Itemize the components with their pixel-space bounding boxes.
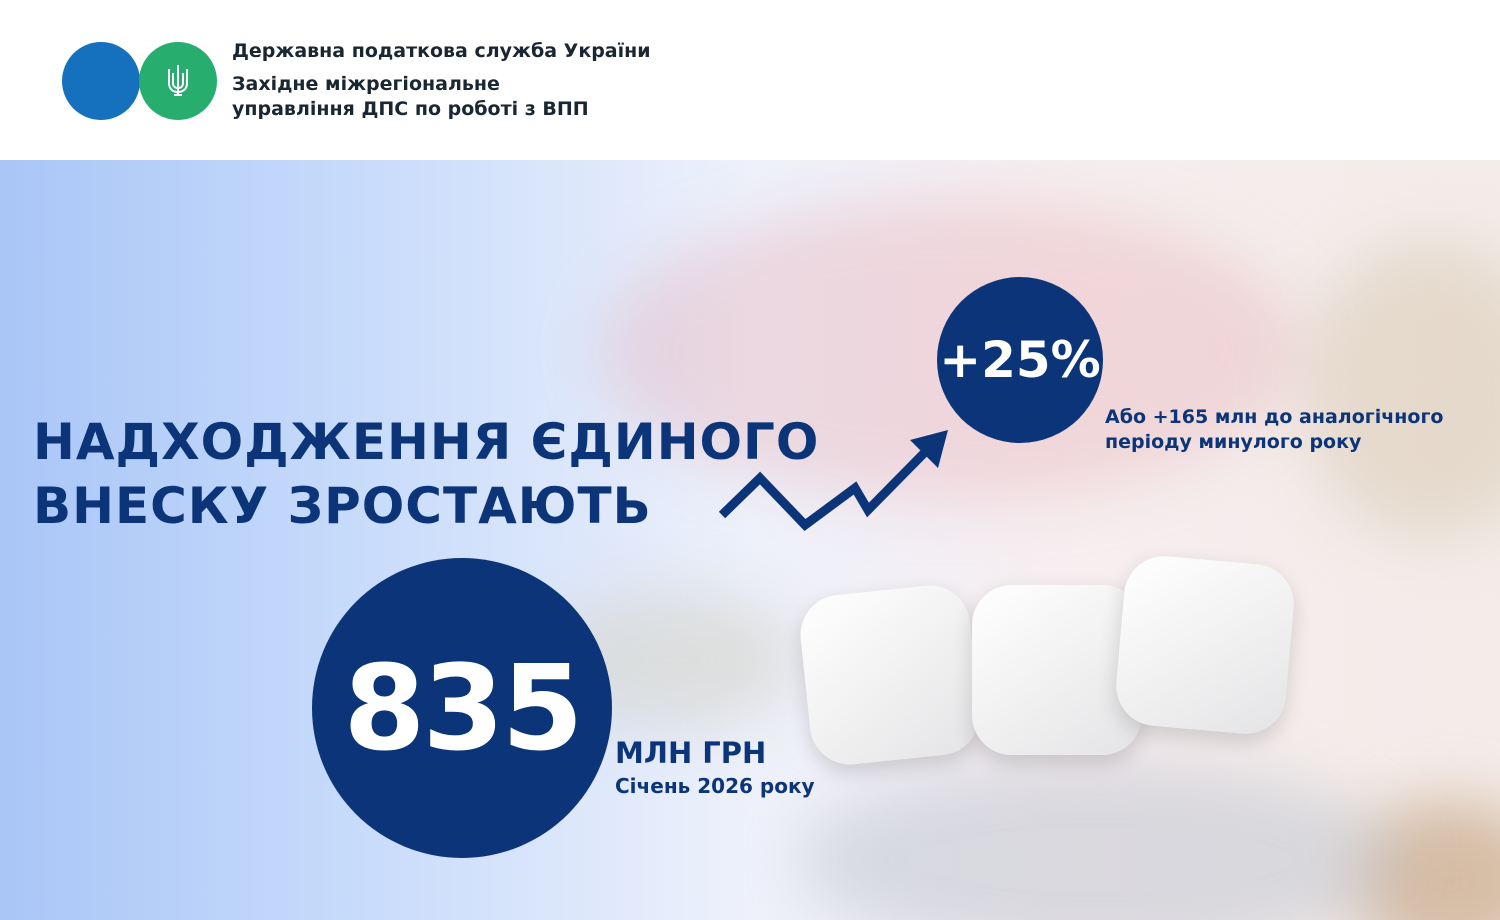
coins-blur <box>1300 240 1500 540</box>
header: Державна податкова служба України Західн… <box>0 0 1500 160</box>
growth-note-line1: Або +165 млн до аналогічного <box>1105 406 1444 428</box>
growth-percent: +25% <box>939 331 1101 389</box>
paper-blur <box>800 760 1400 920</box>
die <box>972 585 1142 755</box>
amount-circle: 835 <box>312 558 612 858</box>
growth-note: Або +165 млн до аналогічного періоду мин… <box>1105 405 1443 455</box>
trident-icon <box>168 65 188 96</box>
headline-line2: ВНЕСКУ ЗРОСТАЮТЬ <box>33 477 652 535</box>
logo-green-circle <box>139 42 217 120</box>
amount-value: 835 <box>343 639 583 777</box>
logo-blue-circle <box>62 42 140 120</box>
headline-line1: НАДХОДЖЕННЯ ЄДИНОГО <box>33 413 820 471</box>
growth-note-line2: періоду минулого року <box>1105 431 1362 453</box>
headline: НАДХОДЖЕННЯ ЄДИНОГО ВНЕСКУ ЗРОСТАЮТЬ <box>33 410 819 538</box>
amount-unit: МЛН ГРН <box>615 736 767 770</box>
period-label: Січень 2026 року <box>615 774 815 798</box>
unit-name-line2: управління ДПС по роботі з ВПП <box>232 98 589 120</box>
growth-circle: +25% <box>937 277 1103 443</box>
org-name: Державна податкова служба України <box>232 40 651 62</box>
hero-background <box>0 160 1500 920</box>
unit-name-line1: Західне міжрегіональне <box>232 73 500 95</box>
